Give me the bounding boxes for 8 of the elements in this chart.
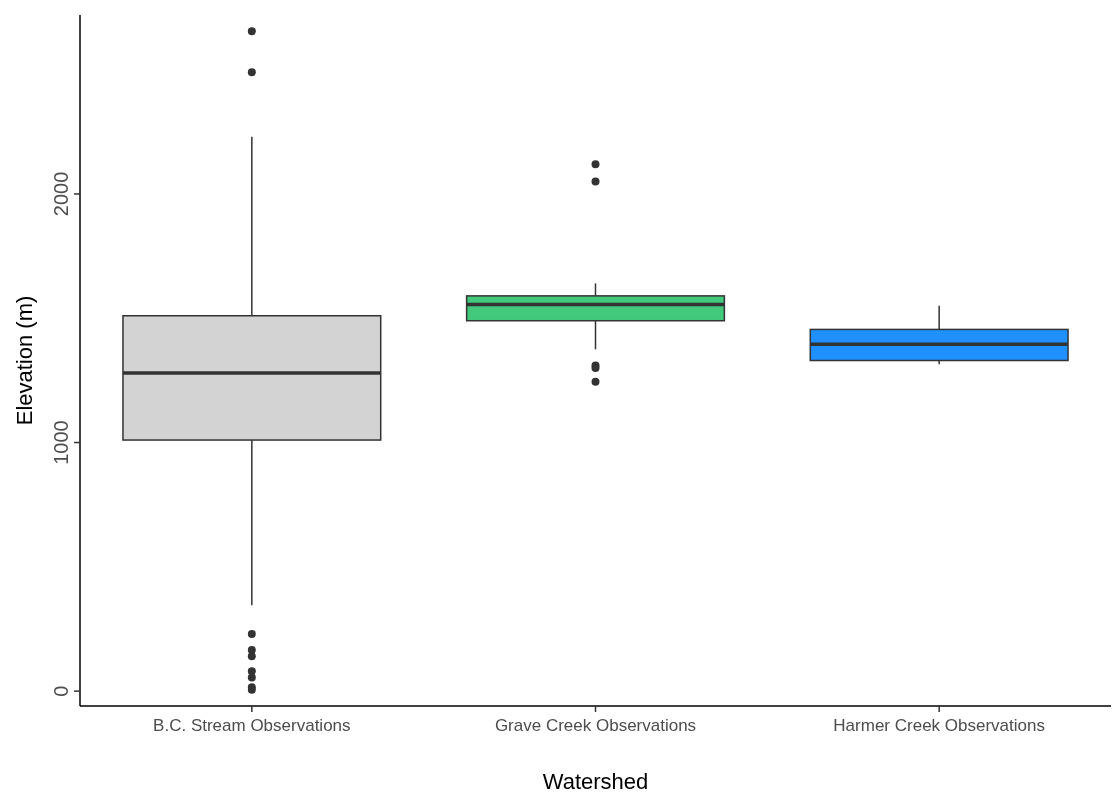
y-axis-title: Elevation (m) [12, 295, 37, 426]
x-tick-label: Grave Creek Observations [494, 716, 697, 735]
y-tick-label: 1000 [50, 420, 72, 465]
x-axis-title: Watershed [542, 769, 649, 794]
y-tick-label: 2000 [50, 171, 72, 217]
x-tick-label: B.C. Stream Observations [153, 716, 351, 735]
y-tick-label: 0 [50, 685, 72, 697]
x-tick-label: Harmer Creek Observations [833, 716, 1045, 735]
